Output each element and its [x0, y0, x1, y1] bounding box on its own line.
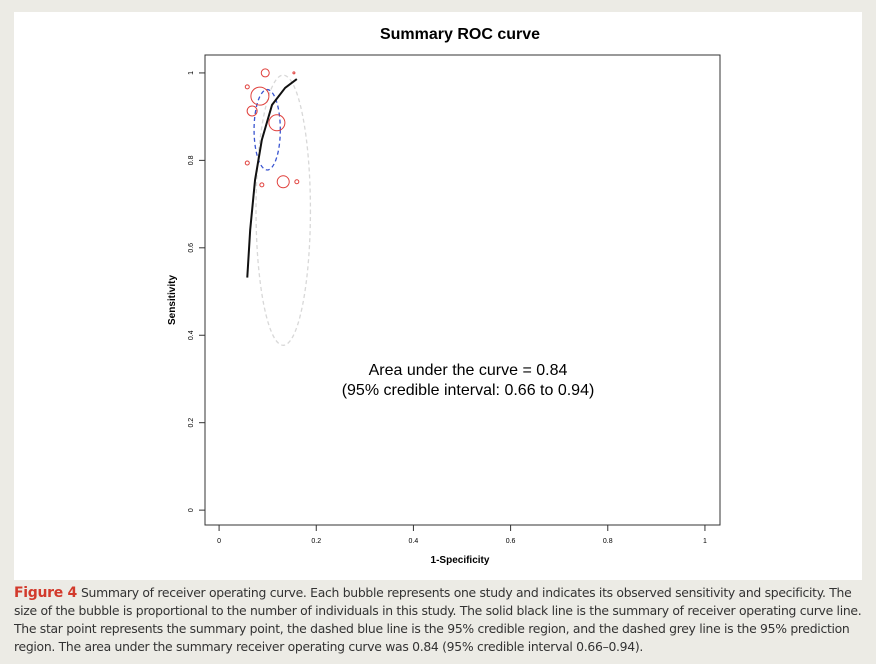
- x-tick-label: 0.6: [506, 538, 516, 545]
- x-tick-label: 0.2: [311, 538, 321, 545]
- chart-title: Summary ROC curve: [380, 26, 540, 43]
- region: [255, 74, 312, 346]
- y-tick-label: 0.8: [188, 155, 195, 165]
- y-tick-label: 0.4: [188, 330, 195, 340]
- x-tick-label: 0.8: [603, 538, 613, 545]
- figure-panel: [14, 12, 862, 580]
- annotation: Area under the curve = 0.84: [369, 362, 568, 379]
- bubble: [244, 84, 250, 90]
- y-axis-label: Sensitivity: [167, 275, 178, 325]
- bubble: [246, 105, 258, 117]
- caption-label: Figure 4: [14, 585, 77, 601]
- y-tick-label: 0.6: [188, 243, 195, 253]
- bubble: [292, 71, 296, 75]
- chart: Summary ROC curve 1-Specificity Sensitiv…: [167, 26, 721, 566]
- bubble: [294, 179, 300, 185]
- y-tick-label: 0.2: [188, 418, 195, 428]
- y-tick-label: 0: [188, 508, 195, 512]
- bubble: [244, 160, 250, 166]
- x-tick-label: 0.4: [409, 538, 419, 545]
- summary-curve: [246, 78, 298, 278]
- bubble: [260, 68, 270, 78]
- bubble: [276, 175, 290, 189]
- x-tick-label: 1: [703, 538, 707, 545]
- x-tick-label: 0: [217, 538, 221, 545]
- y-tick-label: 1: [188, 71, 195, 75]
- caption-text: Summary of receiver operating curve. Eac…: [14, 585, 862, 654]
- x-axis-label: 1-Specificity: [431, 555, 490, 566]
- annotation: (95% credible interval: 0.66 to 0.94): [342, 382, 595, 399]
- bubble: [250, 86, 270, 106]
- caption: Figure 4 Summary of receiver operating cu…: [14, 584, 864, 656]
- bubble: [259, 182, 265, 188]
- plot-frame: [204, 54, 721, 526]
- bubble: [268, 114, 286, 132]
